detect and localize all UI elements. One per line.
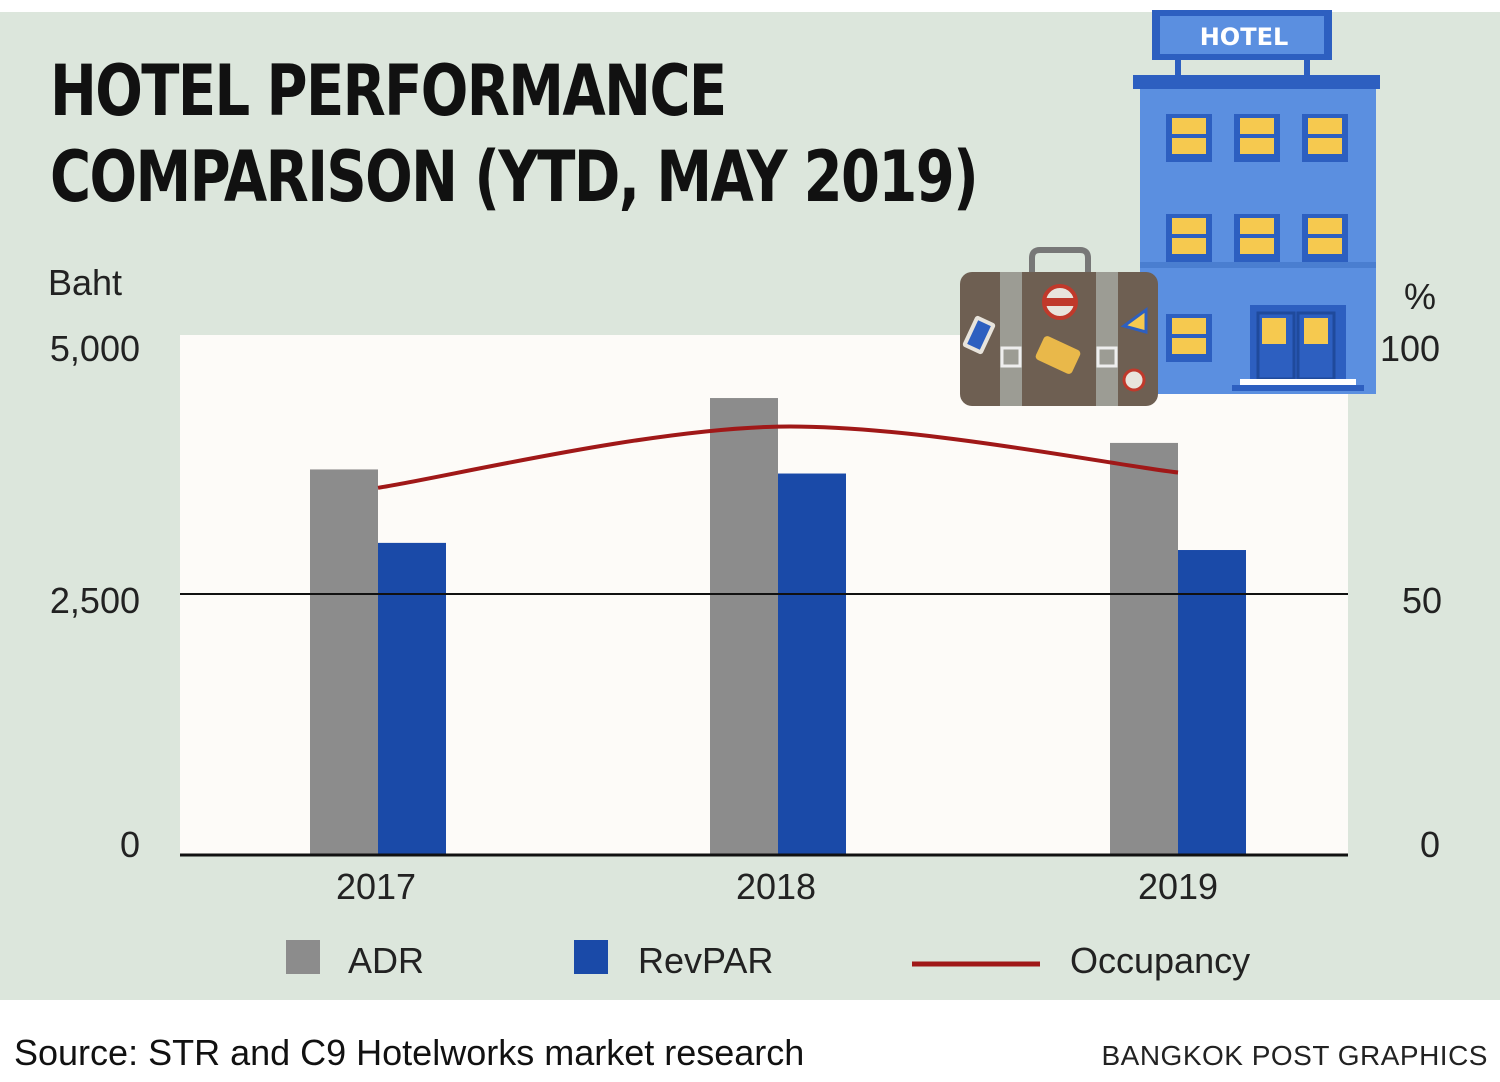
window-bar-1-2 <box>1308 234 1342 238</box>
suitcase-strap-right <box>1096 272 1118 406</box>
hotel-floor-band <box>1140 262 1376 268</box>
door-window-right <box>1304 318 1328 344</box>
left-axis-unit: Baht <box>48 262 123 303</box>
hotel-roof <box>1133 75 1380 89</box>
legend-label-adr: ADR <box>348 940 425 981</box>
bar-adr-2019 <box>1110 442 1178 855</box>
left-tick-2500: 2,500 <box>49 580 140 621</box>
hotel-windows <box>1166 114 1348 362</box>
x-tick-2018: 2018 <box>735 866 817 907</box>
suitcase-strap-left <box>1000 272 1022 406</box>
bar-revpar-2018 <box>778 473 846 855</box>
chart-title: HOTEL PERFORMANCE COMPARISON (YTD, MAY 2… <box>50 48 979 220</box>
credit-note: BANGKOK POST GRAPHICS <box>1101 1040 1488 1071</box>
window-bar-1-0 <box>1172 234 1206 238</box>
sign-post-right <box>1304 56 1310 76</box>
right-tick-50: 50 <box>1402 580 1443 621</box>
sticker-small-circle <box>1122 368 1146 392</box>
suitcase-handle <box>1029 247 1091 272</box>
buckle-left <box>1000 346 1022 368</box>
right-tick-0: 0 <box>1420 824 1441 865</box>
x-tick-2017: 2017 <box>335 866 417 907</box>
window-bar-0-1 <box>1240 134 1274 138</box>
suitcase-illustration <box>960 247 1158 406</box>
buckle-right <box>1096 346 1118 368</box>
sticker-blue-tag-inner <box>967 320 991 350</box>
legend-label-revpar: RevPAR <box>638 940 774 981</box>
bar-revpar-2017 <box>378 542 446 855</box>
bars-group <box>310 398 1246 855</box>
hotel-sign-text: HOTEL <box>1200 23 1289 51</box>
sticker-circle-band <box>1046 298 1074 306</box>
hotel-step-1 <box>1240 379 1356 385</box>
bar-adr-2018 <box>710 398 778 855</box>
door-window-left <box>1262 318 1286 344</box>
window-bar-0-0 <box>1172 134 1206 138</box>
sticker-triangle <box>1120 307 1148 334</box>
title-line-2: COMPARISON (YTD, MAY 2019) <box>50 136 979 218</box>
window-bar-1-1 <box>1240 234 1274 238</box>
sign-post-left <box>1175 56 1181 76</box>
window-bar-2-0 <box>1172 334 1206 338</box>
left-tick-0: 0 <box>119 824 140 865</box>
legend-label-occupancy: Occupancy <box>1070 940 1251 981</box>
bar-revpar-2019 <box>1178 550 1246 855</box>
right-axis-unit: % <box>1404 276 1437 317</box>
source-note: Source: STR and C9 Hotelworks market res… <box>14 1032 805 1073</box>
sticker-yellow <box>1035 336 1081 374</box>
hotel-step-2 <box>1232 385 1364 391</box>
x-tick-2019: 2019 <box>1137 866 1219 907</box>
title-line-1: HOTEL PERFORMANCE <box>50 50 727 132</box>
hotel-illustration: HOTEL <box>1133 10 1380 394</box>
bar-adr-2017 <box>310 469 378 855</box>
right-tick-100: 100 <box>1380 328 1441 369</box>
window-bar-0-2 <box>1308 134 1342 138</box>
occupancy-line <box>377 424 1179 490</box>
left-tick-5000: 5,000 <box>49 328 140 369</box>
legend-swatch-revpar <box>574 940 608 974</box>
legend-swatch-adr <box>286 940 320 974</box>
hotel-sign-inner <box>1160 16 1324 54</box>
